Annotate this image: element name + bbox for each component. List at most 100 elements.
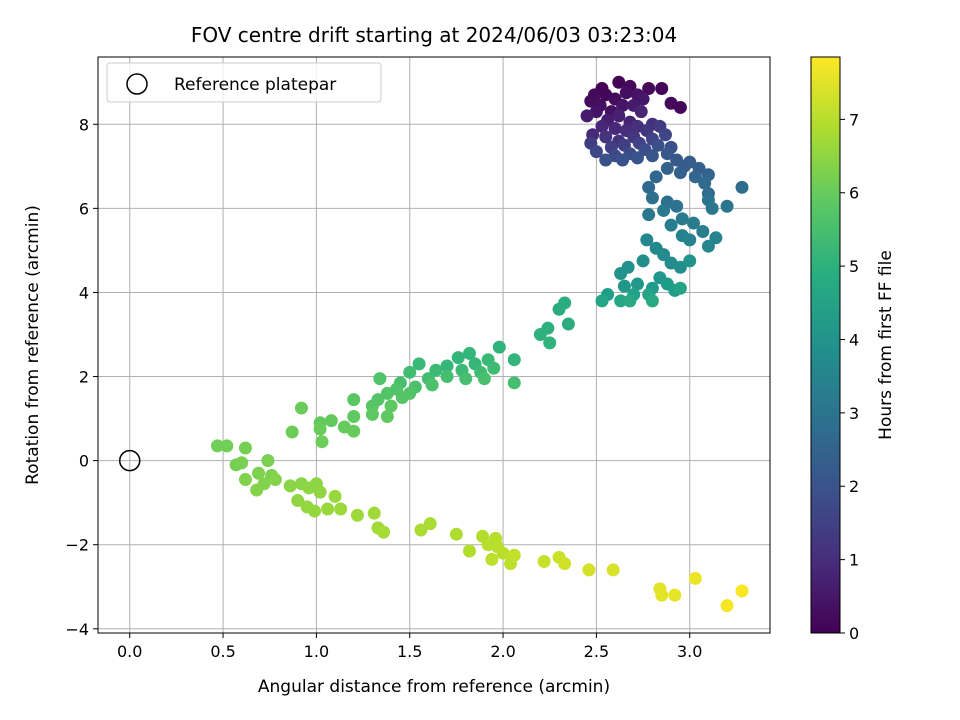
scatter-point (220, 439, 234, 453)
scatter-point (698, 176, 712, 190)
scatter-point (365, 407, 379, 421)
legend-marker-icon (126, 73, 148, 95)
data-points (210, 75, 749, 613)
scatter-point (384, 399, 398, 413)
scatter-point (688, 571, 702, 585)
y-tick-label: 6 (79, 199, 89, 218)
scatter-point (347, 409, 361, 423)
x-axis-label: Angular distance from reference (arcmin) (258, 677, 610, 697)
legend-box (106, 62, 382, 103)
scatter-point (634, 105, 648, 119)
scatter-point (380, 386, 394, 400)
scatter-point (660, 161, 674, 175)
scatter-point (645, 191, 659, 205)
scatter-point (673, 260, 687, 274)
scatter-point (606, 563, 620, 577)
scatter-point (701, 239, 715, 253)
scatter-point (558, 557, 572, 571)
scatter-point (250, 483, 264, 497)
colorbar-tick-label: 2 (849, 477, 859, 496)
scatter-point (608, 121, 622, 135)
scatter-point (440, 370, 454, 384)
scatter-point (477, 372, 491, 386)
scatter-point (642, 180, 656, 194)
scatter-point (552, 302, 566, 316)
x-tick-label: 1.0 (304, 642, 329, 661)
scatter-point (589, 145, 603, 159)
scatter-point (720, 199, 734, 213)
scatter-point (308, 504, 322, 518)
x-tick-label: 2.5 (584, 642, 609, 661)
scatter-point (623, 294, 637, 308)
scatter-point (675, 212, 689, 226)
scatter-point (291, 494, 305, 508)
colorbar-tick-label: 6 (849, 184, 859, 203)
scatter-point (657, 248, 671, 262)
scatter-point (347, 424, 361, 438)
scatter-point (537, 555, 551, 569)
x-tick-label: 1.5 (397, 642, 422, 661)
colorbar-tick-label: 5 (849, 257, 859, 276)
plot-frame (97, 56, 771, 634)
scatter-point (580, 109, 594, 123)
scatter-point (655, 588, 669, 602)
colorbar-gradient (810, 56, 841, 634)
scatter-point (673, 100, 687, 114)
scatter-point (507, 548, 521, 562)
scatter-point (315, 435, 329, 449)
scatter-point (612, 75, 626, 89)
scatter-point (645, 294, 659, 308)
y-tick-label: 4 (79, 283, 89, 302)
scatter-point (543, 336, 557, 350)
x-tick-label: 3.0 (677, 642, 702, 661)
scatter-point (261, 454, 275, 468)
scatter-point (324, 414, 338, 428)
scatter-point (492, 340, 506, 354)
legend-entry-reference: Reference platepar (174, 75, 336, 95)
scatter-point (642, 82, 656, 96)
scatter-point (462, 346, 476, 360)
scatter-point (334, 502, 348, 516)
scatter-point (429, 363, 443, 377)
scatter-point (630, 151, 644, 165)
scatter-point (640, 233, 654, 247)
scatter-point (414, 523, 428, 537)
scatter-point (688, 170, 702, 184)
y-tick-label: 2 (79, 368, 89, 387)
colorbar-tick-label: 4 (849, 330, 859, 349)
scatter-point (617, 279, 631, 293)
y-tick-label: −4 (65, 620, 89, 639)
y-tick-label: 8 (79, 115, 89, 134)
scatter-point (683, 254, 697, 268)
scatter-point (645, 149, 659, 163)
scatter-point (350, 508, 364, 522)
scatter-point (507, 376, 521, 390)
colorbar-tick-label: 1 (849, 551, 859, 570)
scatter-point (252, 466, 266, 480)
scatter-point (655, 82, 669, 96)
scatter-point (642, 208, 656, 222)
scatter-point (285, 425, 299, 439)
scatter-point (670, 199, 684, 213)
scatter-point (735, 584, 749, 598)
scatter-point (533, 327, 547, 341)
scatter-point (612, 109, 626, 123)
scatter-point (614, 267, 628, 281)
scatter-point (423, 517, 437, 531)
scatter-point (595, 119, 609, 133)
scatter-point (238, 473, 252, 487)
scatter-point (636, 254, 650, 268)
scatter-point (658, 128, 672, 142)
colorbar-tick-label: 0 (849, 624, 859, 643)
scatter-point (496, 546, 510, 560)
scatter-point (462, 544, 476, 558)
scatter-point (599, 153, 613, 167)
scatter-point (367, 506, 381, 520)
scatter-point (380, 409, 394, 423)
scatter-point (696, 224, 710, 238)
scatter-point (614, 294, 628, 308)
scatter-point (668, 588, 682, 602)
scatter-point (651, 138, 665, 152)
y-tick-label: 0 (79, 452, 89, 471)
colorbar: 0 1 2 3 4 5 6 7 Hours from first FF file (810, 56, 896, 643)
